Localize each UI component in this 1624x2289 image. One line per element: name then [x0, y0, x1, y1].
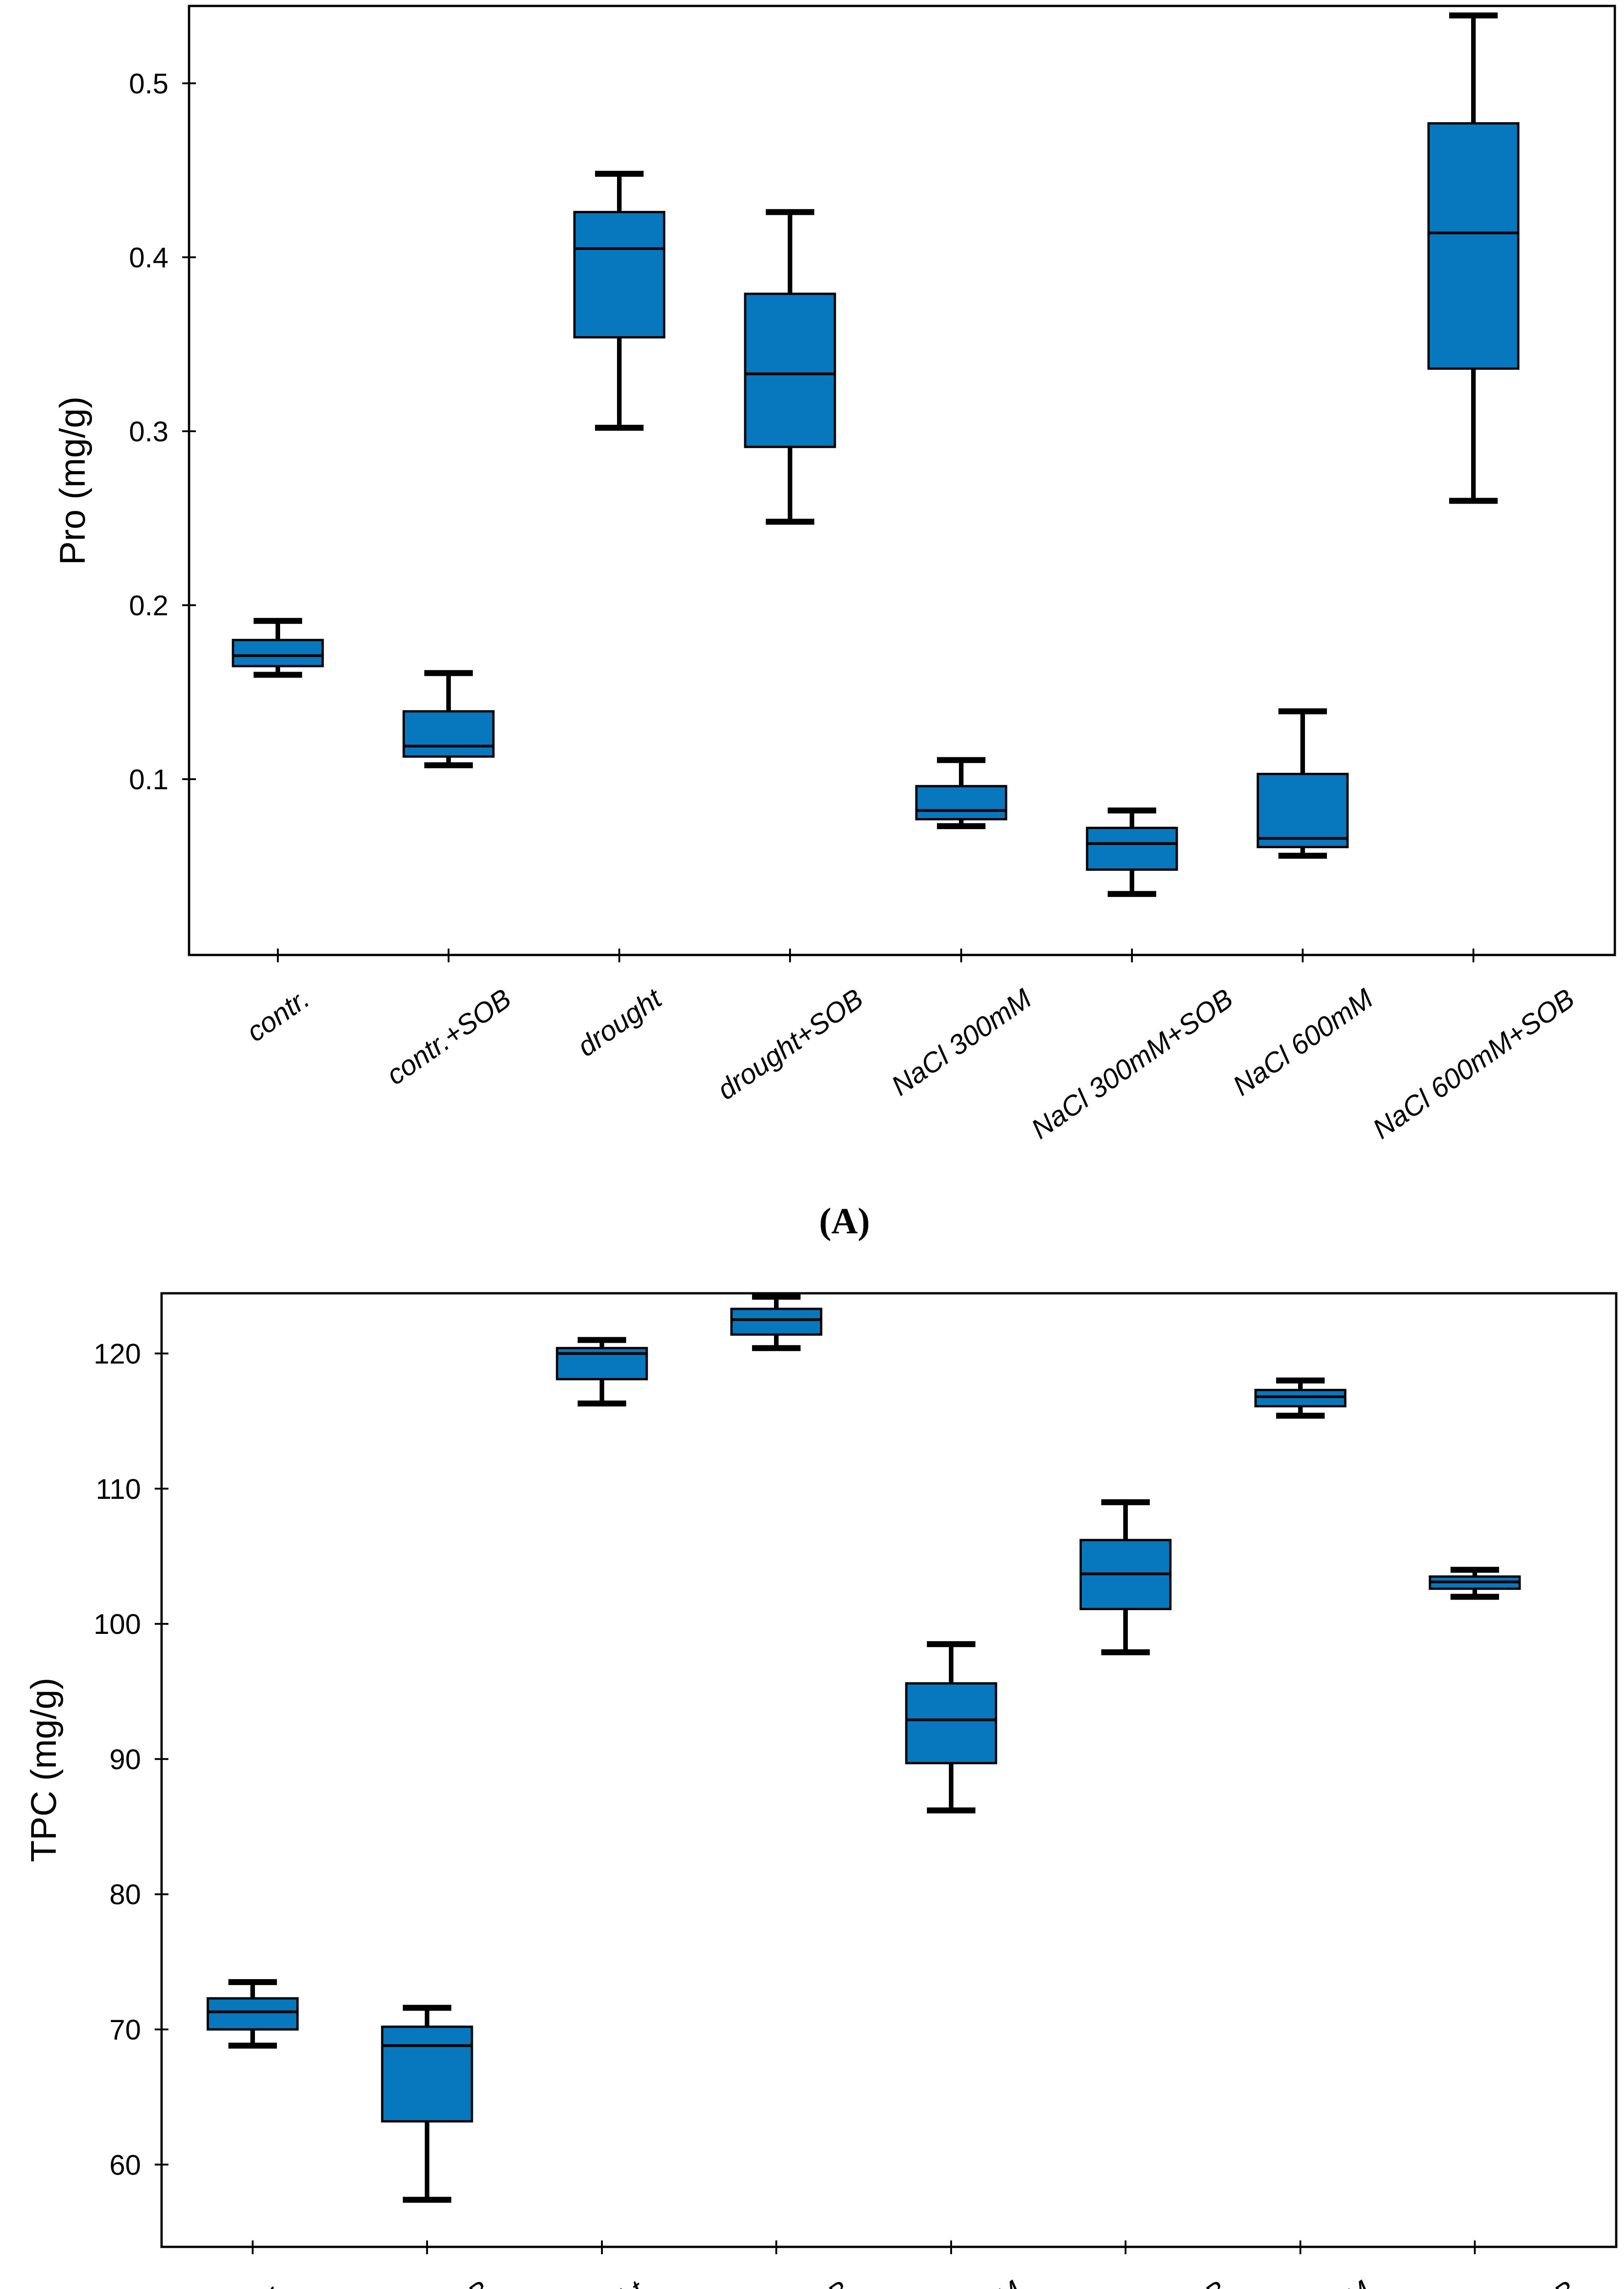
y-tick-label: 0.2	[129, 590, 168, 622]
iqr-box	[206, 1997, 299, 2031]
iqr-box	[730, 1307, 823, 1336]
box-contr	[206, 1979, 299, 2049]
y-tick-label: 80	[109, 1879, 141, 1911]
category-label: NaCl 300mM	[886, 982, 1037, 1101]
y-tick-label: 0.5	[129, 68, 168, 100]
category-label: drought+SOB	[698, 2274, 855, 2289]
box-drought-sob	[730, 1293, 823, 1351]
box-nacl-600mm-sob	[1429, 1567, 1521, 1600]
iqr-box	[915, 785, 1007, 820]
category-label: NaCl 600mM+SOB	[1367, 982, 1580, 1144]
iqr-box	[905, 1682, 997, 1764]
iqr-box	[402, 710, 495, 758]
box-contr-sob	[381, 2005, 473, 2203]
box-nacl-600mm-sob	[1427, 12, 1520, 504]
category-label: NaCl 300mM+SOB	[1019, 2274, 1232, 2289]
box-drought	[556, 1337, 648, 1407]
box-nacl-600mm	[1256, 708, 1349, 859]
box-nacl-300mm	[905, 1641, 997, 1814]
y-axis-label-pro: Pro (mg/g)	[52, 396, 92, 565]
axis-frame	[188, 5, 1616, 956]
category-label: drought	[572, 982, 668, 1063]
box-drought-sob	[744, 209, 836, 525]
category-label: NaCl 600mM+SOB	[1369, 2274, 1581, 2289]
category-label: contr.	[216, 2274, 290, 2289]
box-nacl-300mm	[915, 757, 1007, 830]
y-tick-label: 60	[109, 2149, 141, 2181]
iqr-box	[744, 293, 836, 448]
panel-b: 60 70 80 90 100 110 120 contr. contr.+SOB drought…	[94, 1292, 1618, 2289]
box-nacl-300mm-sob	[1079, 1499, 1172, 1655]
category-label: contr.+SOB	[381, 982, 517, 1090]
category-label: NaCl 600mM	[1227, 982, 1379, 1101]
iqr-box	[232, 639, 324, 667]
category-label: NaCl 300mM+SOB	[1026, 982, 1239, 1144]
box-contr-sob	[402, 670, 495, 769]
y-tick-label: 120	[94, 1339, 141, 1370]
y-tick-label: 100	[94, 1609, 141, 1640]
box-drought	[573, 171, 666, 431]
category-label: drought+SOB	[712, 982, 869, 1106]
box-nacl-600mm	[1254, 1378, 1347, 1419]
category-label: NaCl 300mM	[876, 2274, 1027, 2289]
iqr-box	[1086, 826, 1178, 871]
panel-a-caption: (A)	[819, 1201, 870, 1242]
iqr-box	[381, 2025, 473, 2123]
iqr-box	[1427, 122, 1520, 370]
box-contr	[232, 618, 324, 678]
y-tick-label: 90	[109, 1744, 141, 1775]
y-tick-label: 0.3	[129, 416, 168, 448]
panel-a: 0.1 0.2 0.3 0.4 0.5 contr. contr.+SOB drought dr…	[129, 5, 1616, 1145]
category-label: drought	[554, 2274, 651, 2289]
iqr-box	[573, 211, 666, 339]
axis-frame	[160, 1292, 1618, 2248]
category-label: NaCl 600mM	[1225, 2274, 1376, 2289]
category-label: contr.	[241, 982, 315, 1047]
box-nacl-300mm-sob	[1086, 807, 1178, 897]
category-label: contr.+SOB	[359, 2274, 495, 2289]
iqr-box	[1256, 773, 1349, 848]
y-tick-label: 70	[109, 2014, 141, 2046]
y-tick-label: 0.1	[129, 764, 168, 796]
y-tick-label: 110	[96, 1474, 141, 1505]
y-axis-label-tpc: TPC (mg/g)	[23, 1677, 64, 1862]
y-tick-label: 0.4	[129, 242, 168, 274]
